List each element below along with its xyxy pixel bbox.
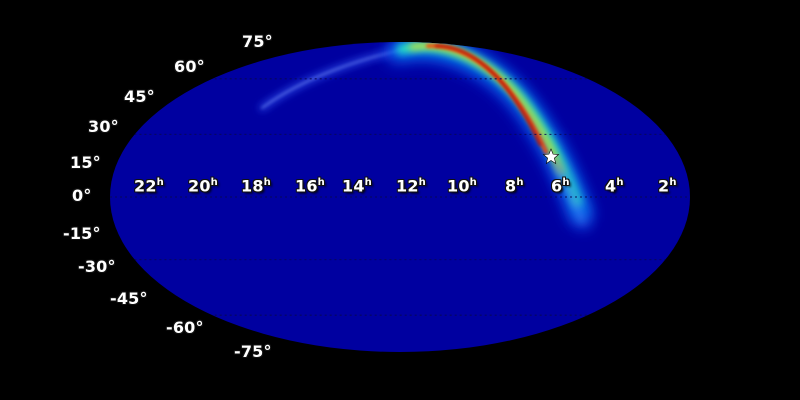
probability-density-layer <box>257 42 595 230</box>
main-arc-tail-core <box>554 162 584 224</box>
main-arc-red-core <box>434 44 542 147</box>
marker-layer <box>542 148 560 165</box>
source-star-marker <box>542 148 560 165</box>
